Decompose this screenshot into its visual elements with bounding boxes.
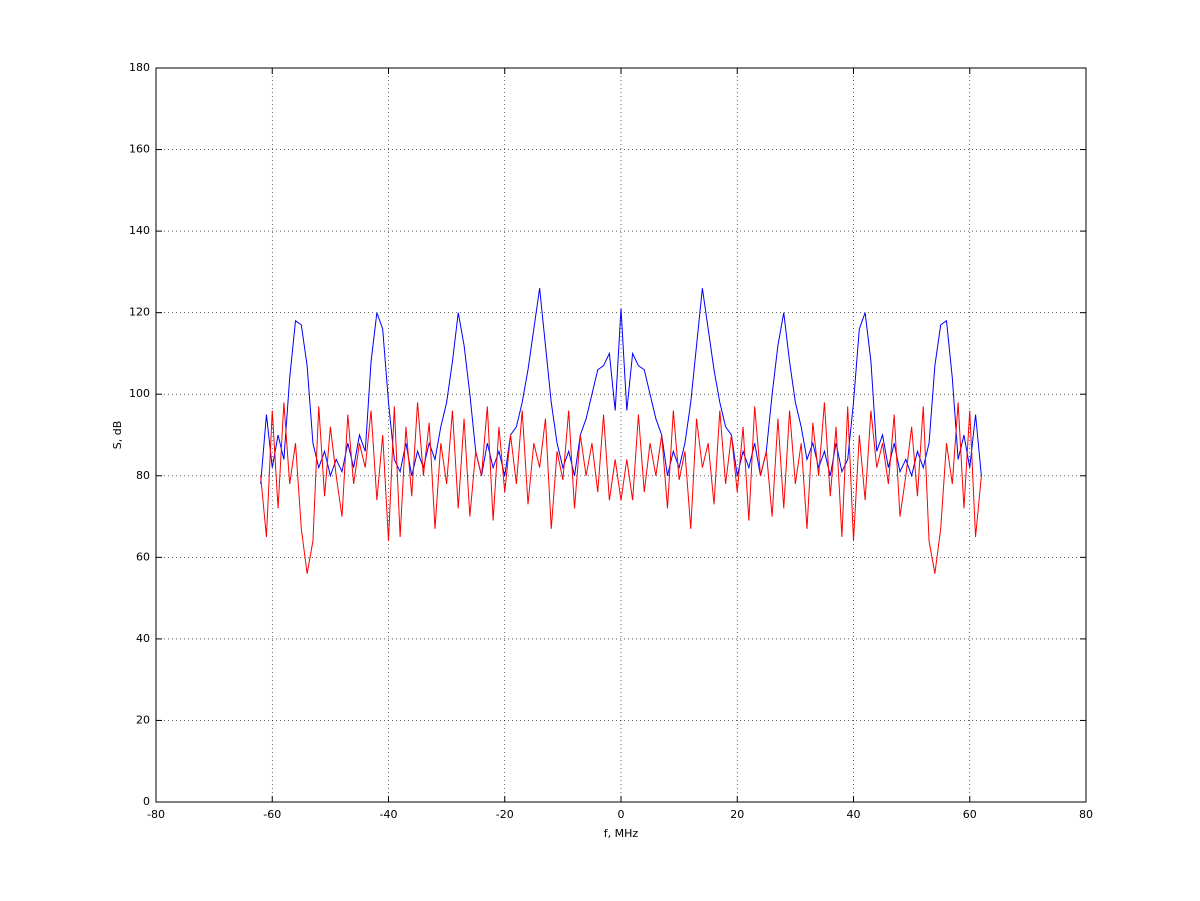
y-tick-label: 0 xyxy=(143,795,150,808)
y-tick-label: 120 xyxy=(129,306,150,319)
y-tick-label: 160 xyxy=(129,143,150,156)
x-tick-label: 0 xyxy=(618,808,625,821)
x-tick-label: 40 xyxy=(847,808,861,821)
series-line xyxy=(260,288,982,484)
y-tick-label: 40 xyxy=(136,632,150,645)
x-tick-label: 80 xyxy=(1079,808,1093,821)
y-tick-label: 180 xyxy=(129,61,150,74)
y-tick-label: 60 xyxy=(136,550,150,563)
y-tick-label: 140 xyxy=(129,224,150,237)
x-tick-label: -40 xyxy=(380,808,398,821)
series-line xyxy=(260,402,982,574)
x-tick-label: 60 xyxy=(963,808,977,821)
x-tick-label: -60 xyxy=(263,808,281,821)
y-tick-label: 80 xyxy=(136,469,150,482)
y-tick-label: 20 xyxy=(136,713,150,726)
y-tick-label: 100 xyxy=(129,387,150,400)
plot-frame xyxy=(155,67,1087,803)
y-axis-label: S, dB xyxy=(111,421,124,450)
x-tick-label: -80 xyxy=(147,808,165,821)
x-axis-label: f, MHz xyxy=(604,827,639,840)
x-tick-label: 20 xyxy=(730,808,744,821)
x-tick-label: -20 xyxy=(496,808,514,821)
